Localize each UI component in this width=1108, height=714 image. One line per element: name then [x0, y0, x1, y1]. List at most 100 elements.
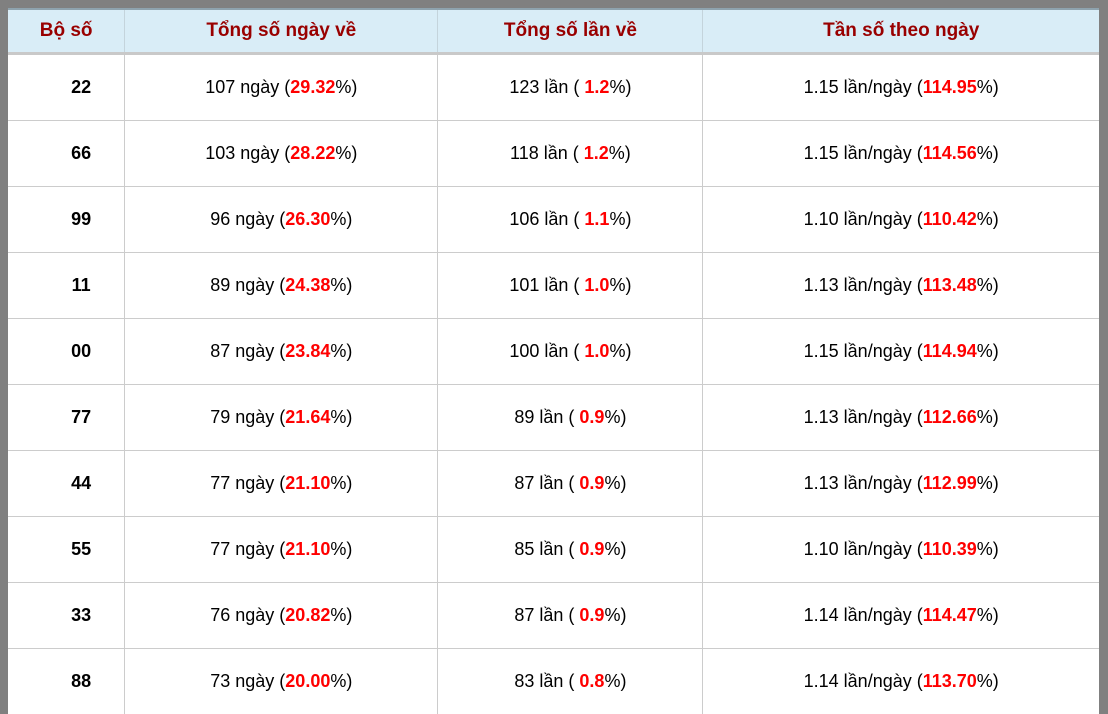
times-cell: 87 lần ( 0.9%)	[438, 451, 703, 517]
times-cell: 101 lần ( 1.0%)	[438, 253, 703, 319]
days-suffix: %)	[330, 539, 352, 559]
frequency-suffix: %)	[977, 539, 999, 559]
times-suffix: %)	[604, 473, 626, 493]
times-text: 83 lần (	[514, 671, 579, 691]
days-text: 77 ngày (	[210, 473, 285, 493]
times-suffix: %)	[609, 77, 631, 97]
frequency-suffix: %)	[977, 341, 999, 361]
times-text: 87 lần (	[514, 605, 579, 625]
table-row: 77 79 ngày (21.64%) 89 lần ( 0.9%) 1.13 …	[8, 385, 1099, 451]
times-suffix: %)	[609, 143, 631, 163]
frequency-suffix: %)	[977, 275, 999, 295]
pair-value: 22	[71, 77, 91, 97]
frequency-text: 1.13 lần/ngày (	[804, 407, 923, 427]
times-cell: 87 lần ( 0.9%)	[438, 583, 703, 649]
frequency-cell: 1.13 lần/ngày (112.99%)	[703, 451, 1099, 517]
pair-cell: 11	[8, 253, 125, 319]
times-cell: 118 lần ( 1.2%)	[438, 121, 703, 187]
days-suffix: %)	[330, 407, 352, 427]
frequency-text: 1.10 lần/ngày (	[804, 539, 923, 559]
days-cell: 77 ngày (21.10%)	[125, 517, 438, 583]
frequency-suffix: %)	[977, 671, 999, 691]
days-cell: 96 ngày (26.30%)	[125, 187, 438, 253]
frequency-cell: 1.15 lần/ngày (114.56%)	[703, 121, 1099, 187]
days-percent: 28.22	[290, 143, 335, 163]
pair-cell: 33	[8, 583, 125, 649]
table-row: 55 77 ngày (21.10%) 85 lần ( 0.9%) 1.10 …	[8, 517, 1099, 583]
times-percent: 0.9	[579, 539, 604, 559]
days-text: 79 ngày (	[210, 407, 285, 427]
times-cell: 106 lần ( 1.1%)	[438, 187, 703, 253]
pair-cell: 55	[8, 517, 125, 583]
pair-cell: 00	[8, 319, 125, 385]
days-suffix: %)	[335, 143, 357, 163]
frequency-suffix: %)	[977, 143, 999, 163]
table-row: 00 87 ngày (23.84%) 100 lần ( 1.0%) 1.15…	[8, 319, 1099, 385]
pair-value: 00	[71, 341, 91, 361]
pair-value: 11	[72, 275, 91, 295]
times-suffix: %)	[604, 407, 626, 427]
times-suffix: %)	[604, 605, 626, 625]
days-text: 103 ngày (	[205, 143, 290, 163]
table-row: 22 107 ngày (29.32%) 123 lần ( 1.2%) 1.1…	[8, 54, 1099, 121]
frequency-cell: 1.14 lần/ngày (114.47%)	[703, 583, 1099, 649]
table-row: 99 96 ngày (26.30%) 106 lần ( 1.1%) 1.10…	[8, 187, 1099, 253]
days-percent: 24.38	[285, 275, 330, 295]
times-percent: 1.0	[584, 341, 609, 361]
times-suffix: %)	[609, 209, 631, 229]
times-percent: 1.0	[584, 275, 609, 295]
days-text: 96 ngày (	[210, 209, 285, 229]
table-row: 11 89 ngày (24.38%) 101 lần ( 1.0%) 1.13…	[8, 253, 1099, 319]
lottery-stats-table: Bộ số Tổng số ngày về Tổng số lần về Tần…	[8, 8, 1099, 714]
days-text: 107 ngày (	[205, 77, 290, 97]
times-text: 89 lần (	[514, 407, 579, 427]
stats-panel: Bộ số Tổng số ngày về Tổng số lần về Tần…	[8, 8, 1099, 451]
times-percent: 0.9	[579, 473, 604, 493]
times-text: 100 lần (	[509, 341, 584, 361]
days-suffix: %)	[330, 275, 352, 295]
times-suffix: %)	[609, 275, 631, 295]
pair-value: 66	[71, 143, 91, 163]
days-cell: 107 ngày (29.32%)	[125, 54, 438, 121]
times-text: 123 lần (	[509, 77, 584, 97]
col-header-frequency: Tần số theo ngày	[703, 9, 1099, 54]
days-cell: 87 ngày (23.84%)	[125, 319, 438, 385]
days-percent: 23.84	[285, 341, 330, 361]
days-percent: 21.10	[285, 473, 330, 493]
col-header-pair: Bộ số	[8, 9, 125, 54]
times-percent: 1.1	[584, 209, 609, 229]
frequency-percent: 114.94	[923, 341, 977, 361]
frequency-cell: 1.10 lần/ngày (110.39%)	[703, 517, 1099, 583]
pair-cell: 22	[8, 54, 125, 121]
times-percent: 0.9	[579, 407, 604, 427]
frequency-percent: 114.56	[923, 143, 977, 163]
frequency-cell: 1.13 lần/ngày (113.48%)	[703, 253, 1099, 319]
frequency-percent: 110.42	[923, 209, 977, 229]
times-cell: 85 lần ( 0.9%)	[438, 517, 703, 583]
frequency-text: 1.13 lần/ngày (	[804, 473, 923, 493]
times-percent: 0.8	[579, 671, 604, 691]
pair-cell: 99	[8, 187, 125, 253]
frequency-text: 1.14 lần/ngày (	[804, 605, 923, 625]
days-cell: 79 ngày (21.64%)	[125, 385, 438, 451]
pair-value: 99	[71, 209, 91, 229]
frequency-text: 1.10 lần/ngày (	[804, 209, 923, 229]
frequency-percent: 112.99	[923, 473, 977, 493]
frequency-suffix: %)	[977, 209, 999, 229]
header-row: Bộ số Tổng số ngày về Tổng số lần về Tần…	[8, 9, 1099, 54]
pair-value: 33	[71, 605, 91, 625]
frequency-cell: 1.15 lần/ngày (114.94%)	[703, 319, 1099, 385]
days-text: 73 ngày (	[210, 671, 285, 691]
frequency-percent: 110.39	[923, 539, 977, 559]
days-percent: 20.00	[285, 671, 330, 691]
days-suffix: %)	[330, 473, 352, 493]
frequency-percent: 113.48	[923, 275, 977, 295]
days-suffix: %)	[335, 77, 357, 97]
frequency-cell: 1.15 lần/ngày (114.95%)	[703, 54, 1099, 121]
table-row: 88 73 ngày (20.00%) 83 lần ( 0.8%) 1.14 …	[8, 649, 1099, 714]
frequency-suffix: %)	[977, 605, 999, 625]
days-suffix: %)	[330, 341, 352, 361]
times-text: 101 lần (	[509, 275, 584, 295]
frequency-percent: 113.70	[923, 671, 977, 691]
table-row: 66 103 ngày (28.22%) 118 lần ( 1.2%) 1.1…	[8, 121, 1099, 187]
